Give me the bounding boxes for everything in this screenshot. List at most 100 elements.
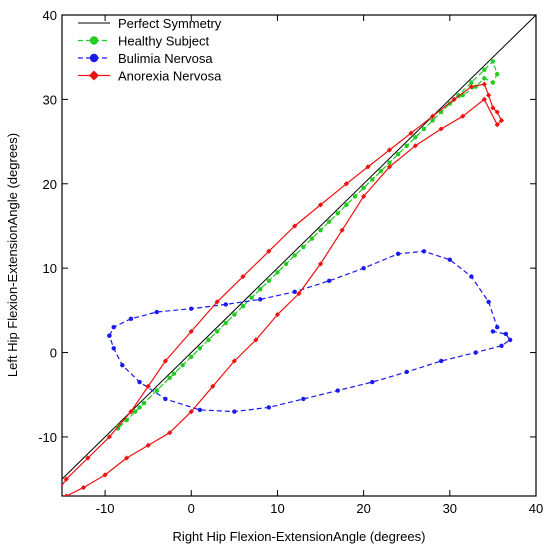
bulimia-nervosa-point: [189, 306, 194, 311]
bulimia-nervosa-point: [137, 379, 142, 385]
healthy-subject-point: [361, 185, 366, 191]
legend-label: Bulimia Nervosa: [118, 51, 213, 66]
anorexia-nervosa-point: [253, 337, 259, 343]
anorexia-nervosa-point: [429, 113, 436, 119]
anorexia-nervosa-point: [124, 455, 130, 461]
anorexia-nervosa-point: [63, 476, 69, 482]
plot-frame: [61, 14, 537, 497]
bulimia-nervosa-point: [266, 405, 272, 410]
healthy-subject-point: [283, 261, 289, 267]
bulimia-nervosa-point: [197, 407, 203, 413]
healthy-subject-point: [413, 135, 418, 140]
bulimia-nervosa-point: [361, 265, 366, 271]
anorexia-nervosa-point: [317, 261, 324, 267]
x-tick-label: 10: [270, 501, 284, 516]
healthy-subject-point: [490, 59, 496, 64]
x-tick-label: 30: [443, 501, 457, 516]
series-layer: [55, 15, 536, 500]
healthy-subject-point: [167, 375, 172, 381]
anorexia-nervosa-line: [62, 83, 503, 496]
bulimia-nervosa-point: [370, 379, 375, 385]
y-axis: -10 0 10 20 30 40: [38, 8, 536, 445]
anorexia-nervosa-point: [412, 143, 418, 149]
bulimia-nervosa-point: [301, 396, 306, 402]
bulimia-nervosa-point: [111, 346, 116, 351]
healthy-subject-point: [370, 177, 375, 182]
anorexia-nervosa-point: [460, 113, 466, 119]
bulimia-nervosa-point: [120, 363, 125, 368]
x-axis: -10 0 10 20 30 40: [96, 15, 543, 516]
bulimia-nervosa-point: [469, 274, 474, 279]
anorexia-nervosa-point: [145, 442, 151, 448]
bulimia-nervosa-point: [503, 331, 509, 337]
anorexia-nervosa-point: [486, 92, 492, 98]
bulimia-nervosa-point: [258, 297, 263, 302]
healthy-subject-point: [404, 143, 409, 148]
anorexia-nervosa-point: [494, 109, 500, 115]
anorexia-nervosa-point: [296, 290, 302, 297]
x-tick-label: 20: [356, 501, 370, 516]
bulimia-nervosa-point: [335, 388, 340, 393]
bulimia-nervosa-point: [439, 358, 444, 364]
healthy-subject-point: [421, 126, 427, 132]
anorexia-nervosa-point: [365, 164, 371, 170]
anorexia-nervosa-point: [102, 472, 108, 478]
healthy-subject-point: [206, 337, 211, 343]
anorexia-nervosa-point: [188, 328, 194, 335]
healthy-subject-point: [214, 329, 220, 334]
healthy-subject-point: [249, 295, 254, 300]
anorexia-nervosa-point: [386, 147, 393, 153]
healthy-subject-point: [197, 346, 203, 351]
anorexia-nervosa-point: [317, 202, 324, 208]
anorexia-nervosa-point: [343, 181, 349, 187]
healthy-subject-point: [266, 278, 272, 284]
healthy-subject-point: [490, 80, 496, 85]
healthy-subject-point: [275, 270, 280, 275]
healthy-subject-point: [469, 80, 474, 85]
healthy-subject-point: [223, 320, 228, 326]
healthy-subject-point: [154, 388, 159, 393]
anorexia-nervosa-point: [55, 495, 60, 500]
bulimia-nervosa-line: [108, 250, 511, 413]
bulimia-nervosa-point: [154, 309, 159, 315]
healthy-subject-point: [189, 354, 194, 359]
healthy-subject-point: [171, 371, 177, 376]
x-tick-label: -10: [96, 501, 115, 516]
healthy-subject-point: [133, 409, 138, 414]
healthy-subject-point: [141, 400, 147, 406]
bulimia-nervosa-point: [486, 299, 491, 305]
healthy-subject-point: [232, 312, 237, 317]
healthy-subject-point: [456, 92, 461, 98]
legend-swatch-marker: [89, 70, 99, 81]
bulimia-nervosa-point: [395, 251, 401, 257]
anorexia-nervosa-point: [361, 193, 367, 200]
anorexia-nervosa-point: [167, 430, 173, 436]
bulimia-nervosa-point: [107, 333, 112, 338]
healthy-subject-point: [352, 194, 358, 199]
anorexia-nervosa-series: [55, 81, 505, 500]
anorexia-nervosa-point: [210, 383, 216, 389]
anorexia-nervosa-point: [498, 117, 505, 124]
bulimia-nervosa-point: [495, 325, 500, 330]
y-tick-label: 40: [43, 8, 57, 23]
y-tick-label: 10: [43, 261, 57, 276]
healthy-subject-point: [124, 417, 129, 423]
healthy-subject-point: [335, 211, 340, 216]
healthy-subject-point: [326, 219, 332, 224]
anorexia-nervosa-point: [80, 484, 87, 491]
y-axis-label: Left Hip Flexion-ExtensionAngle (degrees…: [5, 133, 20, 377]
anorexia-nervosa-point: [266, 248, 272, 254]
healthy-subject-point: [395, 152, 401, 157]
y-tick-label: 20: [43, 177, 57, 192]
healthy-subject-point: [378, 168, 384, 174]
healthy-subject-point: [318, 227, 323, 233]
healthy-subject-point: [137, 405, 142, 410]
anorexia-nervosa-point: [145, 383, 151, 389]
anorexia-nervosa-point: [468, 84, 474, 90]
anorexia-nervosa-point: [292, 223, 298, 229]
healthy-subject-point: [301, 244, 306, 250]
healthy-subject-point: [258, 287, 263, 292]
bulimia-nervosa-series: [107, 249, 513, 414]
bulimia-nervosa-point: [163, 396, 168, 402]
legend-item-healthy-subject: Healthy Subject: [78, 34, 209, 49]
